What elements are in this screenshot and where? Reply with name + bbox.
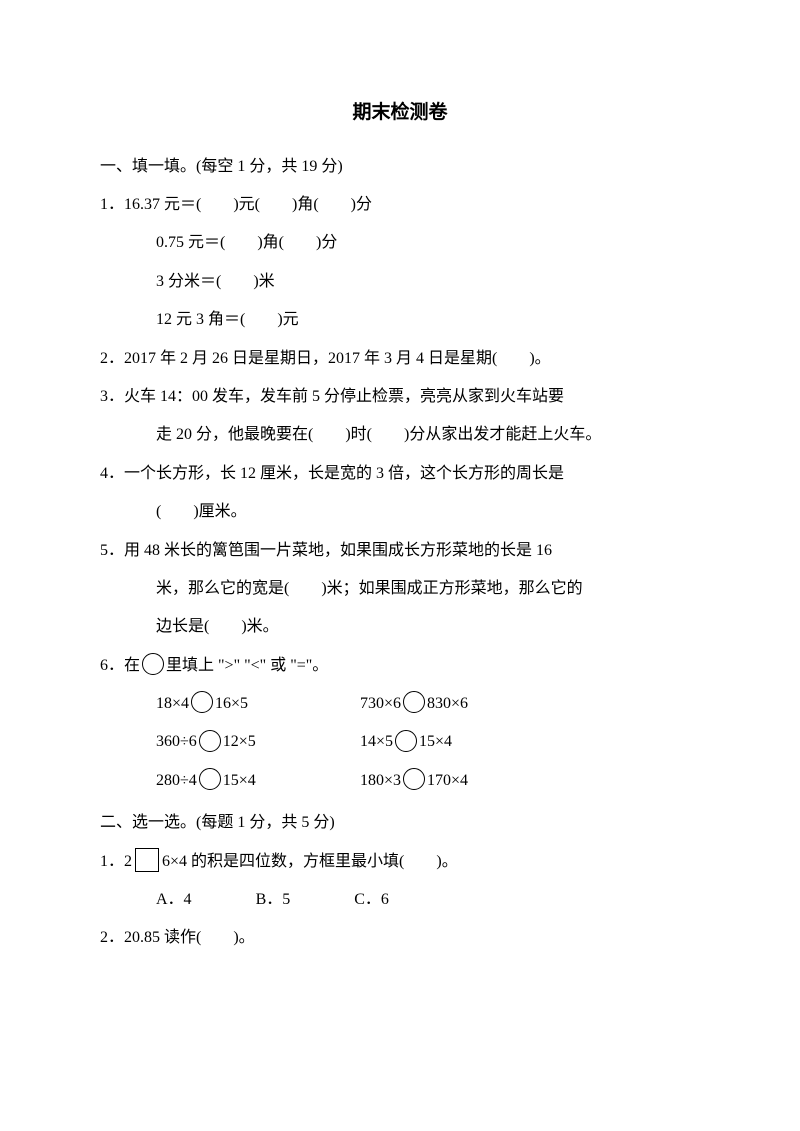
q5-line1: 5．用 48 米长的篱笆围一片菜地，如果围成长方形菜地的长是 16 <box>100 532 700 570</box>
circle-icon <box>199 768 221 790</box>
cmp-left: 360÷6 <box>156 733 197 750</box>
q4-line2: ( )厘米。 <box>100 493 700 531</box>
q6-r1a: 18×4 16×5 <box>156 685 356 723</box>
cmp-right: 15×4 <box>223 772 256 789</box>
q6-r2b: 14×5 15×4 <box>360 723 560 761</box>
cmp-right: 15×4 <box>419 733 452 750</box>
cmp-right: 830×6 <box>427 695 468 712</box>
cmp-left: 280÷4 <box>156 772 197 789</box>
q6-stem-b: 里填上 ">" "<" 或 "="。 <box>166 657 328 674</box>
circle-icon <box>395 730 417 752</box>
section2-header: 二、选一选。(每题 1 分，共 5 分) <box>100 804 700 842</box>
cmp-right: 170×4 <box>427 772 468 789</box>
s2-q1-stem: 1．2 6×4 的积是四位数，方框里最小填( )。 <box>100 843 700 881</box>
circle-icon <box>403 691 425 713</box>
q1-line1: 1．16.37 元＝( )元( )角( )分 <box>100 186 700 224</box>
s2-q2: 2．20.85 读作( )。 <box>100 919 700 957</box>
cmp-right: 16×5 <box>215 695 248 712</box>
circle-icon <box>403 768 425 790</box>
s2-q1-stem-b: 6×4 的积是四位数，方框里最小填( )。 <box>162 853 458 870</box>
q3-line1: 3．火车 14：00 发车，发车前 5 分停止检票，亮亮从家到火车站要 <box>100 378 700 416</box>
option-b: B．5 <box>256 881 291 919</box>
circle-icon <box>191 691 213 713</box>
s2-q1-stem-a: 1．2 <box>100 853 132 870</box>
q6-r3b: 180×3 170×4 <box>360 762 560 800</box>
q3-line2: 走 20 分，他最晚要在( )时( )分从家出发才能赶上火车。 <box>100 416 700 454</box>
cmp-left: 18×4 <box>156 695 189 712</box>
section1-header: 一、填一填。(每空 1 分，共 19 分) <box>100 148 700 186</box>
q5-line2: 米，那么它的宽是( )米；如果围成正方形菜地，那么它的 <box>100 570 700 608</box>
cmp-left: 180×3 <box>360 772 401 789</box>
q6-row3: 280÷4 15×4 180×3 170×4 <box>100 762 700 800</box>
q6-row1: 18×4 16×5 730×6 830×6 <box>100 685 700 723</box>
q6-r3a: 280÷4 15×4 <box>156 762 356 800</box>
option-c: C．6 <box>354 881 389 919</box>
cmp-right: 12×5 <box>223 733 256 750</box>
q6-r2a: 360÷6 12×5 <box>156 723 356 761</box>
q4-line1: 4．一个长方形，长 12 厘米，长是宽的 3 倍，这个长方形的周长是 <box>100 455 700 493</box>
q2: 2．2017 年 2 月 26 日是星期日，2017 年 3 月 4 日是星期(… <box>100 340 700 378</box>
q6-stem: 6．在 里填上 ">" "<" 或 "="。 <box>100 647 700 685</box>
q6-stem-a: 6．在 <box>100 657 140 674</box>
cmp-left: 730×6 <box>360 695 401 712</box>
q1-line4: 12 元 3 角＝( )元 <box>100 301 700 339</box>
q6-row2: 360÷6 12×5 14×5 15×4 <box>100 723 700 761</box>
option-a: A．4 <box>156 881 192 919</box>
q5-line3: 边长是( )米。 <box>100 608 700 646</box>
q1-line2: 0.75 元＝( )角( )分 <box>100 224 700 262</box>
circle-icon <box>142 653 164 675</box>
cmp-left: 14×5 <box>360 733 393 750</box>
page-title: 期末检测卷 <box>100 90 700 136</box>
q1-line3: 3 分米＝( )米 <box>100 263 700 301</box>
circle-icon <box>199 730 221 752</box>
square-icon <box>135 848 159 872</box>
s2-q1-options: A．4 B．5 C．6 <box>100 881 700 919</box>
q6-r1b: 730×6 830×6 <box>360 685 560 723</box>
